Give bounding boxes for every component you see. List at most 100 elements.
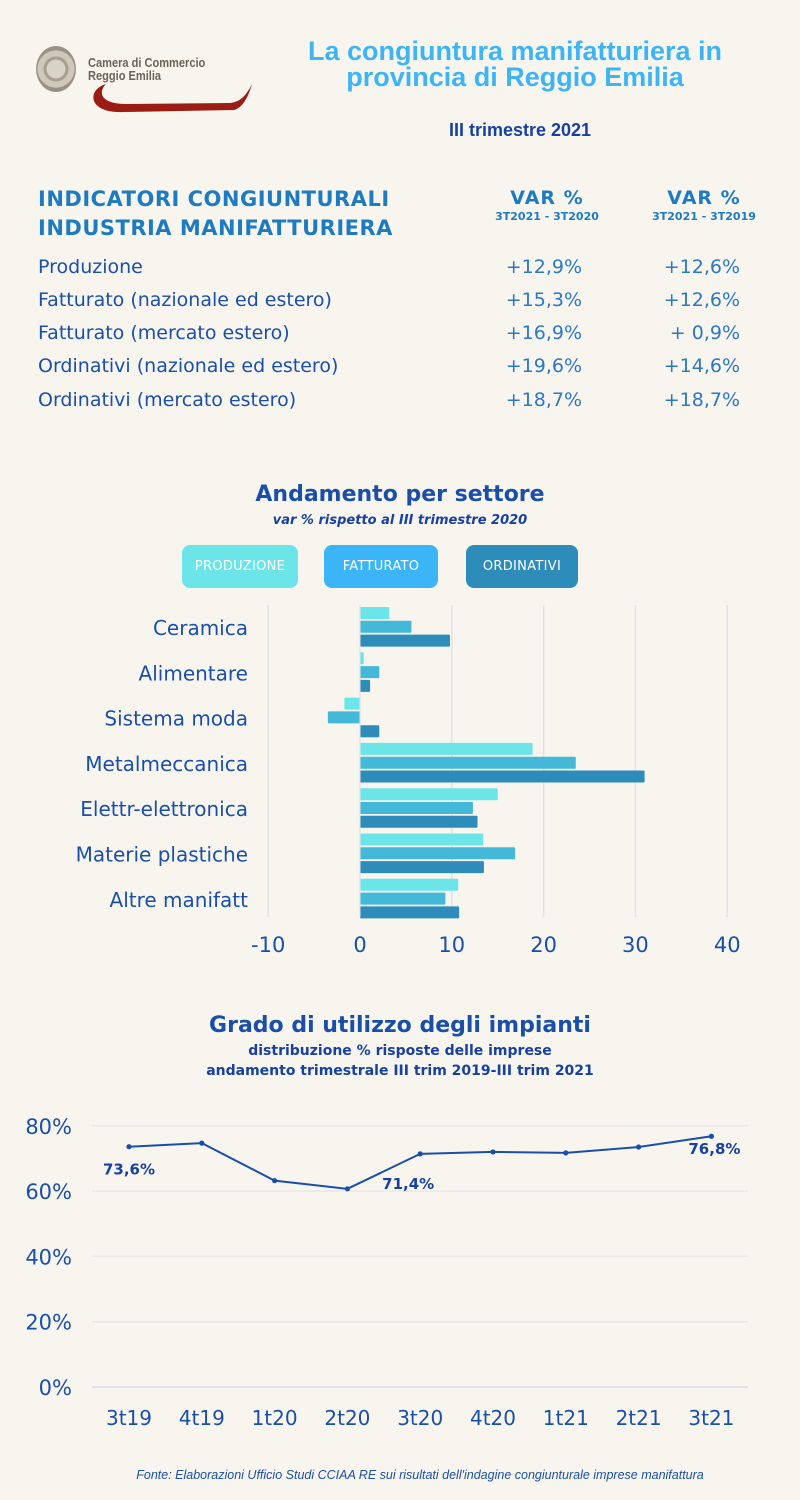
- indicator-row: Produzione +12,9% +12,6%: [38, 256, 778, 289]
- indicator-value-2019: + 0,9%: [669, 322, 740, 344]
- x-tick-label: 20: [530, 933, 557, 957]
- bar-fatturato: [360, 666, 380, 679]
- legend-ordinativi[interactable]: ORDINATIVI: [466, 545, 578, 588]
- bar-fatturato: [360, 756, 576, 769]
- bar-produzione: [360, 652, 364, 665]
- category-label: Metalmeccanica: [85, 752, 248, 776]
- indicator-value-2020: +16,9%: [505, 322, 582, 344]
- x-tick-label: 3t21: [688, 1406, 734, 1430]
- column-header-var-2020: VAR % 3T2021 - 3T2020: [477, 187, 617, 225]
- category-label: Alimentare: [139, 661, 248, 685]
- bar-produzione: [360, 878, 459, 891]
- data-point: [636, 1144, 642, 1150]
- data-label: 76,8%: [688, 1140, 740, 1158]
- bar-produzione: [360, 833, 484, 846]
- logo-line-2: Reggio Emilia: [88, 68, 162, 83]
- indicator-label: Ordinativi (mercato estero): [38, 389, 297, 411]
- logo-swoosh-icon: [93, 84, 252, 113]
- x-tick-label: 2t21: [616, 1406, 662, 1430]
- category-label: Materie plastiche: [76, 843, 248, 867]
- column-label: VAR %: [510, 187, 584, 209]
- bar-chart-title: Andamento per settore: [255, 482, 545, 507]
- category-label: Elettr-elettronica: [80, 797, 248, 821]
- data-point: [272, 1178, 278, 1184]
- indicator-value-2020: +12,9%: [505, 256, 582, 278]
- indicator-row: Fatturato (nazionale ed estero) +15,3% +…: [38, 289, 778, 322]
- indicators-title-line-1: INDICATORI CONGIUNTURALI: [38, 187, 390, 211]
- bar-produzione: [360, 607, 390, 619]
- indicator-value-2020: +15,3%: [505, 289, 582, 311]
- x-tick-label: 3t20: [397, 1406, 443, 1430]
- data-point: [344, 1186, 350, 1192]
- data-point: [563, 1150, 569, 1156]
- page-title: La congiuntura manifatturiera in provinc…: [307, 36, 723, 92]
- sector-bar-chart: -10 0 10 20 30 40 Ceramica Alimentare Sistema mo…: [76, 605, 741, 957]
- utilization-line-chart: 0% 20% 40% 60% 80% 3t19 4t19 1t20 2t20 3t20 4t20 1t…: [25, 1115, 748, 1430]
- data-point: [490, 1149, 496, 1155]
- bar-produzione: [344, 697, 360, 710]
- indicators-title-line-2: INDUSTRIA MANIFATTURIERA: [38, 216, 393, 240]
- indicator-value-2019: +18,7%: [663, 389, 740, 411]
- line-chart-subtitle-1: distribuzione % risposte delle imprese: [248, 1043, 552, 1059]
- column-sublabel: 3T2021 - 3T2020: [495, 210, 599, 223]
- x-tick-label: 3t19: [106, 1406, 152, 1430]
- category-label: Ceramica: [153, 616, 248, 640]
- y-tick-label: 0%: [39, 1376, 72, 1400]
- logo-line-1: Camera di Commercio: [88, 55, 206, 70]
- logo-text: Camera di Commercio Reggio Emilia: [88, 56, 205, 82]
- legend-produzione[interactable]: PRODUZIONE: [182, 545, 298, 588]
- y-tick-label: 20%: [25, 1311, 72, 1335]
- bar-fatturato: [360, 892, 446, 905]
- category-label: Altre manifatt: [110, 888, 249, 912]
- indicator-value-2020: +19,6%: [505, 355, 582, 377]
- bar-ordinativi: [360, 861, 484, 874]
- bar-fatturato: [360, 620, 412, 633]
- y-tick-label: 40%: [25, 1245, 72, 1269]
- indicator-value-2019: +14,6%: [663, 355, 740, 377]
- bar-ordinativi: [360, 725, 380, 738]
- indicator-value-2019: +12,6%: [663, 289, 740, 311]
- x-tick-label: 2t20: [324, 1406, 370, 1430]
- indicator-value-2020: +18,7%: [505, 389, 582, 411]
- bar-ordinativi: [360, 770, 645, 783]
- bar-fatturato: [327, 711, 360, 724]
- data-point: [199, 1140, 205, 1146]
- indicator-value-2019: +12,6%: [663, 256, 740, 278]
- category-label: Sistema moda: [104, 707, 248, 731]
- y-tick-label: 80%: [25, 1115, 72, 1139]
- chamber-logo: Camera di Commercio Reggio Emilia: [36, 44, 256, 116]
- data-label: 73,6%: [103, 1161, 155, 1179]
- indicator-label: Fatturato (nazionale ed estero): [38, 289, 332, 311]
- indicators-title: INDICATORI CONGIUNTURALI INDUSTRIA MANIF…: [38, 185, 393, 243]
- bar-ordinativi: [360, 906, 460, 919]
- line-chart-subtitle-2: andamento trimestrale III trim 2019-III …: [206, 1063, 594, 1079]
- indicator-label: Produzione: [38, 256, 143, 278]
- x-tick-label: -10: [251, 933, 285, 957]
- y-tick-label: 60%: [25, 1180, 72, 1204]
- legend-fatturato[interactable]: FATTURATO: [324, 545, 438, 588]
- x-tick-label: 0: [353, 933, 366, 957]
- column-sublabel: 3T2021 - 3T2019: [652, 210, 756, 223]
- column-label: VAR %: [667, 187, 741, 209]
- bar-ordinativi: [360, 634, 450, 647]
- bar-produzione: [360, 742, 533, 755]
- x-tick-label: 30: [622, 933, 649, 957]
- x-tick-label: 1t21: [543, 1406, 589, 1430]
- bar-chart-subtitle: var % rispetto al III trimestre 2020: [272, 513, 528, 528]
- data-label: 71,4%: [382, 1175, 434, 1193]
- x-tick-label: 10: [438, 933, 465, 957]
- data-point: [417, 1151, 423, 1157]
- period-subtitle: III trimestre 2021: [448, 120, 592, 140]
- data-point: [708, 1133, 715, 1139]
- bar-produzione: [360, 788, 498, 801]
- indicator-label: Ordinativi (nazionale ed estero): [38, 355, 339, 377]
- x-tick-label: 4t19: [179, 1406, 225, 1430]
- indicator-row: Ordinativi (mercato estero) +18,7% +18,7…: [38, 389, 778, 422]
- bar-ordinativi: [360, 679, 371, 692]
- x-tick-label: 1t20: [252, 1406, 298, 1430]
- indicator-label: Fatturato (mercato estero): [38, 322, 290, 344]
- bar-fatturato: [360, 802, 473, 814]
- bar-ordinativi: [360, 815, 478, 828]
- x-tick-label: 4t20: [470, 1406, 516, 1430]
- bar-fatturato: [360, 847, 516, 860]
